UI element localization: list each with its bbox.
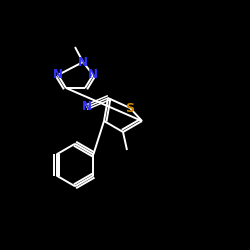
Text: N: N [82, 100, 92, 114]
Text: S: S [126, 102, 134, 114]
Text: N: N [53, 68, 63, 82]
Text: N: N [78, 56, 88, 68]
Text: N: N [88, 68, 98, 82]
